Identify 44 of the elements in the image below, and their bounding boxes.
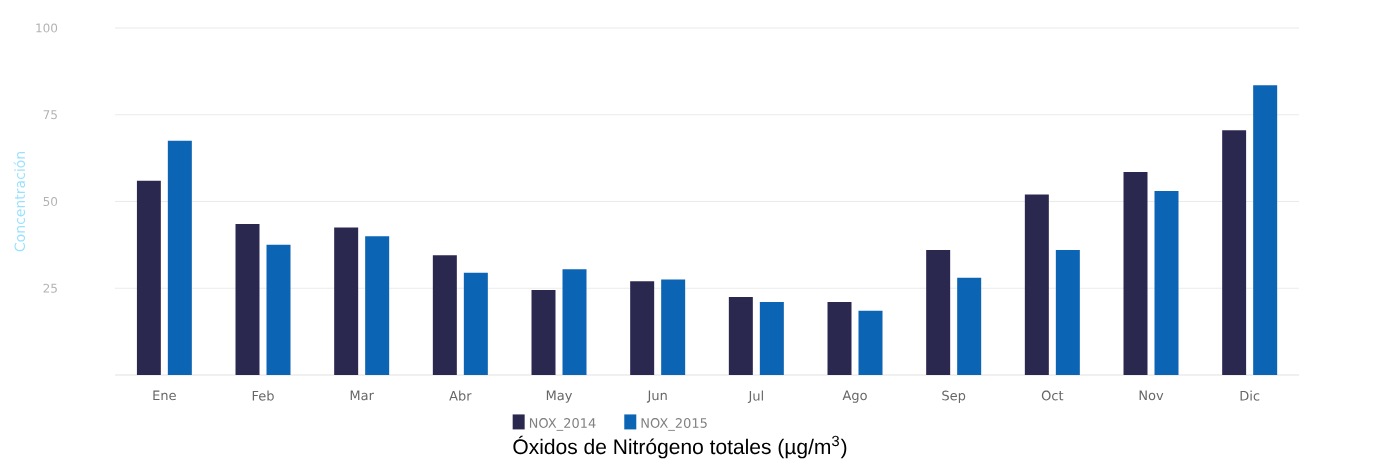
x-tick-label: Abr [449, 390, 472, 401]
x-tick-label: Mar [350, 390, 374, 401]
y-tick-label: 50 [43, 196, 58, 207]
x-tick-label: Oct [1041, 390, 1064, 401]
y-tick-label: 100 [36, 23, 58, 33]
bar [1222, 130, 1247, 375]
legend-label: NOX_2014 [529, 418, 596, 431]
x-tick-label: Ago [842, 390, 867, 403]
bar [957, 277, 982, 375]
y-axis-title: Concentración [13, 152, 26, 252]
bar [1024, 194, 1049, 375]
text: Óxidos de Nitrógeno totales (µg/m$^{3}$) [513, 435, 847, 459]
bar [432, 255, 457, 375]
bar [661, 279, 686, 375]
bar [1253, 85, 1278, 375]
bar [365, 236, 390, 375]
y-tick-label: 75 [43, 110, 57, 120]
bar [926, 250, 951, 375]
bar [463, 272, 488, 375]
bar [562, 269, 587, 375]
legend-label: NOX_2015 [641, 418, 707, 431]
bar [1055, 250, 1080, 375]
bar [728, 296, 753, 375]
bar [334, 227, 359, 375]
bar [136, 180, 161, 375]
x-tick-label: Nov [1139, 390, 1164, 401]
x-tick-label: May [546, 390, 573, 403]
bar [266, 244, 291, 375]
bar [531, 289, 556, 375]
bar [167, 140, 192, 375]
x-tick-label: Dic [1240, 390, 1260, 401]
y-tick-label: 25 [43, 283, 57, 293]
x-tick-label: Ene [153, 390, 176, 401]
bar [630, 281, 655, 375]
bar [1123, 171, 1148, 375]
x-tick-label: Jun [646, 390, 667, 403]
bar [759, 302, 784, 375]
bar [235, 224, 260, 375]
x-tick-label: Sep [942, 390, 966, 403]
bar [858, 310, 883, 375]
x-tick-label: Jul [747, 390, 763, 404]
x-tick-label: Feb [252, 390, 274, 401]
bar [827, 302, 852, 375]
bar [1154, 191, 1179, 375]
